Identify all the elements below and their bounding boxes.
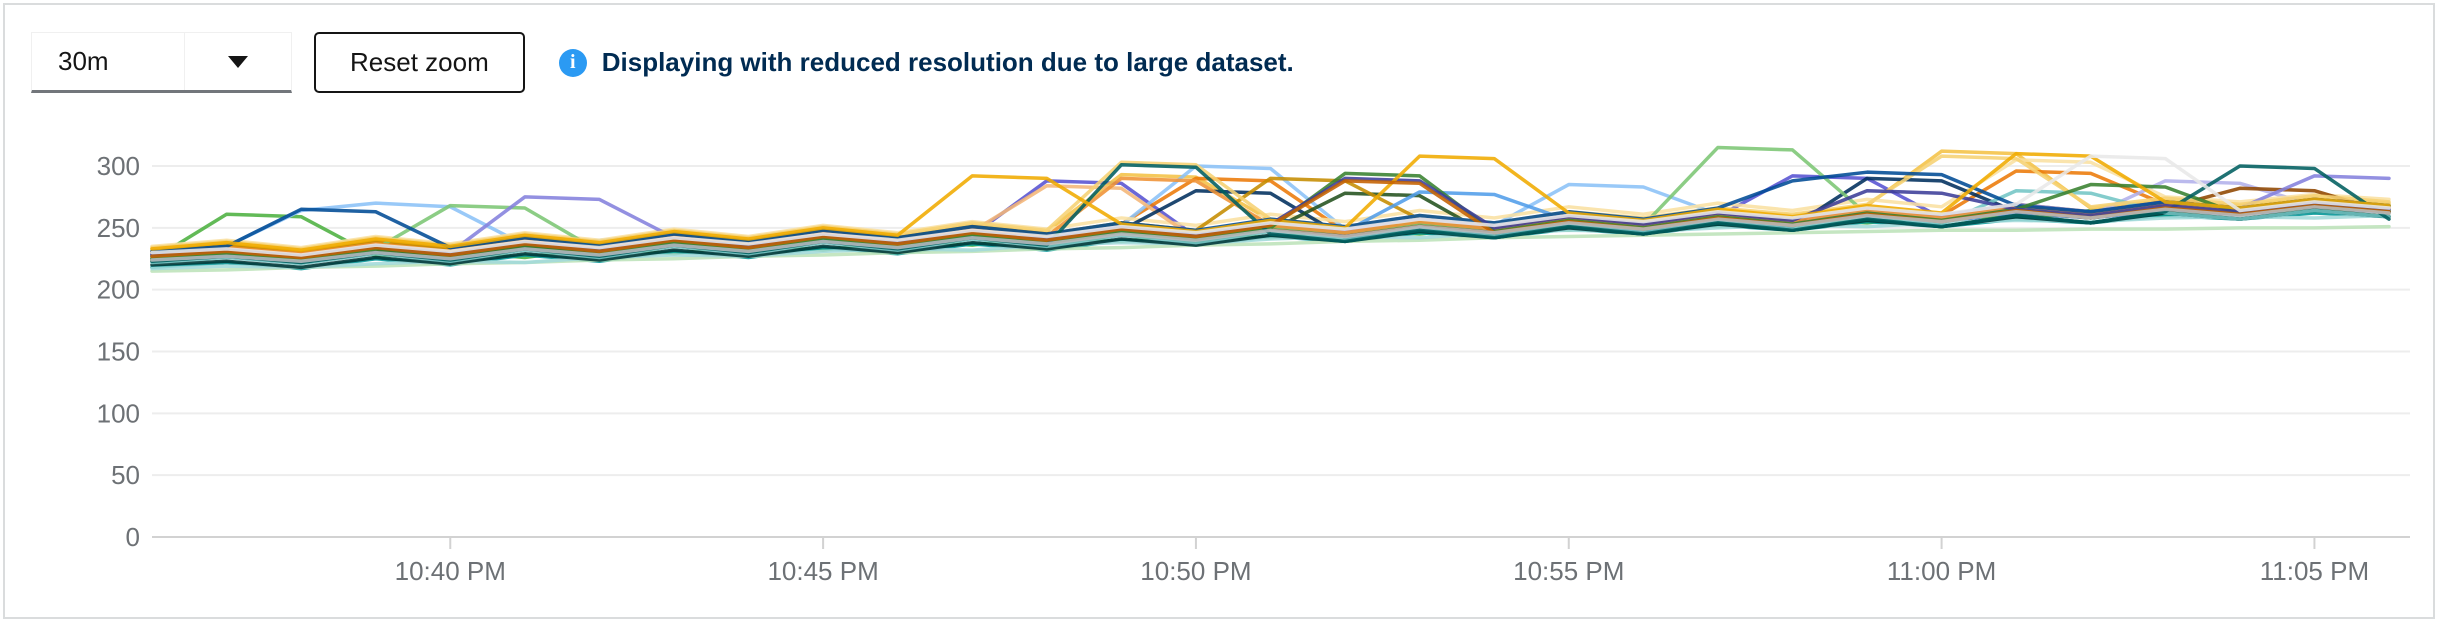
series-lines (150, 145, 2391, 273)
metrics-chart-panel: 0 50 100 150 200 250 300 10:40 PM 10:45 PM 10:50… (3, 3, 2435, 619)
info-icon: i (558, 48, 587, 77)
x-tick-label: 10:45 PM (767, 556, 878, 586)
x-tick-label: 10:55 PM (1513, 556, 1624, 586)
reset-zoom-button[interactable]: Reset zoom (314, 32, 525, 93)
x-tick-label: 11:05 PM (2260, 556, 2369, 586)
caret-down-icon (228, 55, 248, 68)
y-tick-label: 100 (97, 398, 140, 428)
y-tick-label: 150 (97, 337, 140, 367)
reduced-resolution-alert: i Displaying with reduced resolution due… (558, 47, 1294, 78)
y-tick-label: 300 (97, 151, 140, 181)
series-line (150, 205, 2391, 263)
reduced-resolution-message: Displaying with reduced resolution due t… (601, 47, 1294, 77)
x-tick-label: 10:40 PM (395, 556, 506, 586)
y-tick-label: 0 (126, 522, 140, 552)
timespan-dropdown-value: 30m (58, 46, 109, 76)
series-line (150, 151, 2391, 252)
series-line (150, 154, 2391, 257)
x-tick-label: 10:50 PM (1140, 556, 1251, 586)
y-tick-label: 250 (97, 213, 140, 243)
series-line (150, 213, 2391, 271)
time-series-chart[interactable]: 0 50 100 150 200 250 300 10:40 PM 10:45 PM 10:50… (5, 5, 2437, 621)
caret-cell (184, 33, 291, 90)
y-axis-labels: 0 50 100 150 200 250 300 (97, 151, 140, 552)
x-tick-label: 11:00 PM (1887, 556, 1996, 586)
x-axis-labels: 10:40 PM 10:45 PM 10:50 PM 10:55 PM 11:00 PM… (395, 556, 2369, 586)
timespan-dropdown[interactable]: 30m (31, 32, 292, 93)
y-tick-label: 200 (97, 275, 140, 305)
chart-toolbar: 30m Reset zoom i Displaying with reduced… (31, 32, 1294, 93)
y-tick-label: 50 (111, 460, 140, 490)
x-axis-ticks (449, 537, 2316, 549)
